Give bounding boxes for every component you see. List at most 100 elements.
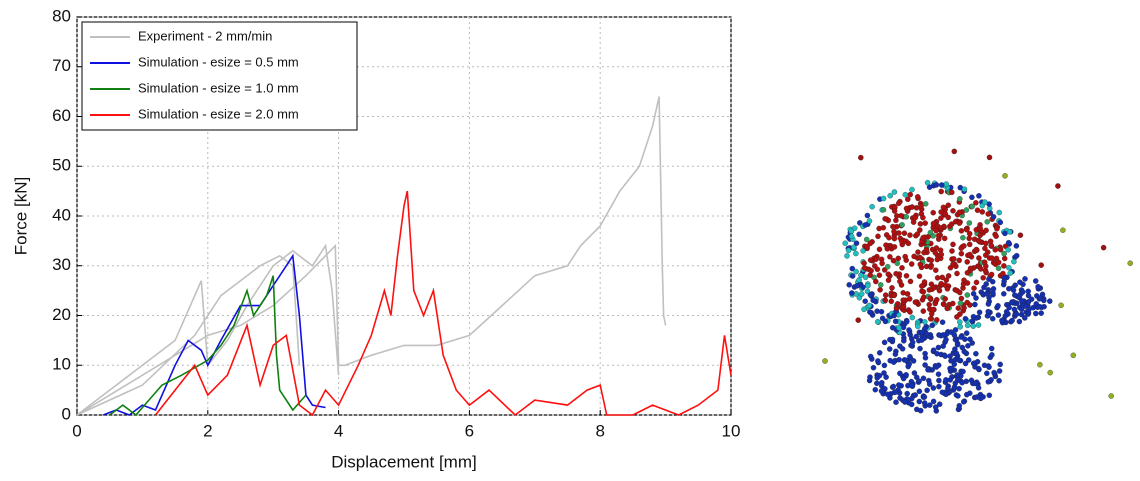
particle [961,243,967,249]
particle [860,248,866,254]
particle [890,223,896,230]
particle [1013,311,1020,317]
particle [989,352,995,358]
particle [888,298,895,305]
particle [916,398,923,405]
particle [920,214,926,221]
particle [985,301,992,307]
series-line [102,253,326,416]
particle [907,353,913,360]
particle [911,253,917,260]
particle [1032,278,1039,284]
particle [880,207,887,213]
particle [950,208,956,214]
particle [993,233,999,239]
particle [909,186,915,193]
particle [976,255,982,261]
particle [984,313,991,319]
particle [918,203,924,209]
particle [982,245,988,252]
particle [851,244,857,250]
particle [950,300,956,307]
particle [845,247,852,254]
particle [887,192,893,199]
particle [926,184,933,190]
particle [948,221,955,227]
particle [934,275,941,281]
particle [954,341,961,348]
particle [944,286,951,292]
particle [997,361,1003,368]
particle [880,224,887,231]
particle [947,377,953,383]
particle [917,407,924,414]
particle [867,292,874,298]
y-tick-label: 70 [52,56,71,75]
particle [891,244,898,250]
particle [976,309,983,316]
particle [1060,227,1066,233]
particle [930,347,937,353]
particle [1005,239,1012,246]
particle [952,346,958,352]
particle [912,392,918,398]
particle [988,271,995,278]
legend-label: Simulation - esize = 1.0 mm [138,80,299,95]
particle [982,267,989,274]
particle [893,305,900,312]
particle [1037,361,1043,368]
particle [892,351,899,357]
particle [921,394,928,400]
particle [988,345,995,352]
particle [879,379,885,386]
particle [902,191,909,198]
particle [867,353,874,360]
particle [846,282,852,288]
particle [973,350,979,357]
particle [986,154,993,161]
particle [971,236,978,242]
particle [882,297,888,303]
particle [949,189,955,196]
particle [853,240,860,246]
particle [964,292,971,298]
particle [958,228,965,234]
particle [983,281,989,287]
particle [945,385,951,392]
particle [879,260,885,267]
particle [1025,288,1031,295]
particle [893,399,899,405]
particle [904,291,911,297]
particle [897,343,903,349]
particle [870,297,876,304]
particle [936,401,943,407]
particle [941,301,947,308]
particle [964,391,970,398]
particle [977,225,983,232]
particle [983,290,990,297]
particle [849,265,856,272]
particle [1017,279,1023,285]
particle [1017,232,1024,238]
particle [858,154,864,161]
particle [985,211,991,217]
particle [936,383,942,390]
particle [1011,306,1018,313]
particle [958,334,964,340]
particle [1002,313,1009,319]
particle [913,205,920,211]
particle [884,391,891,398]
particle [933,364,940,370]
particle [862,222,868,228]
particle [1001,278,1007,285]
particle [935,344,942,351]
particle [938,215,944,221]
particle [1006,229,1013,235]
particle [959,344,966,351]
particle [933,267,939,273]
particle [981,259,988,265]
particle [963,330,970,336]
particle [963,226,970,233]
particle [955,393,961,399]
